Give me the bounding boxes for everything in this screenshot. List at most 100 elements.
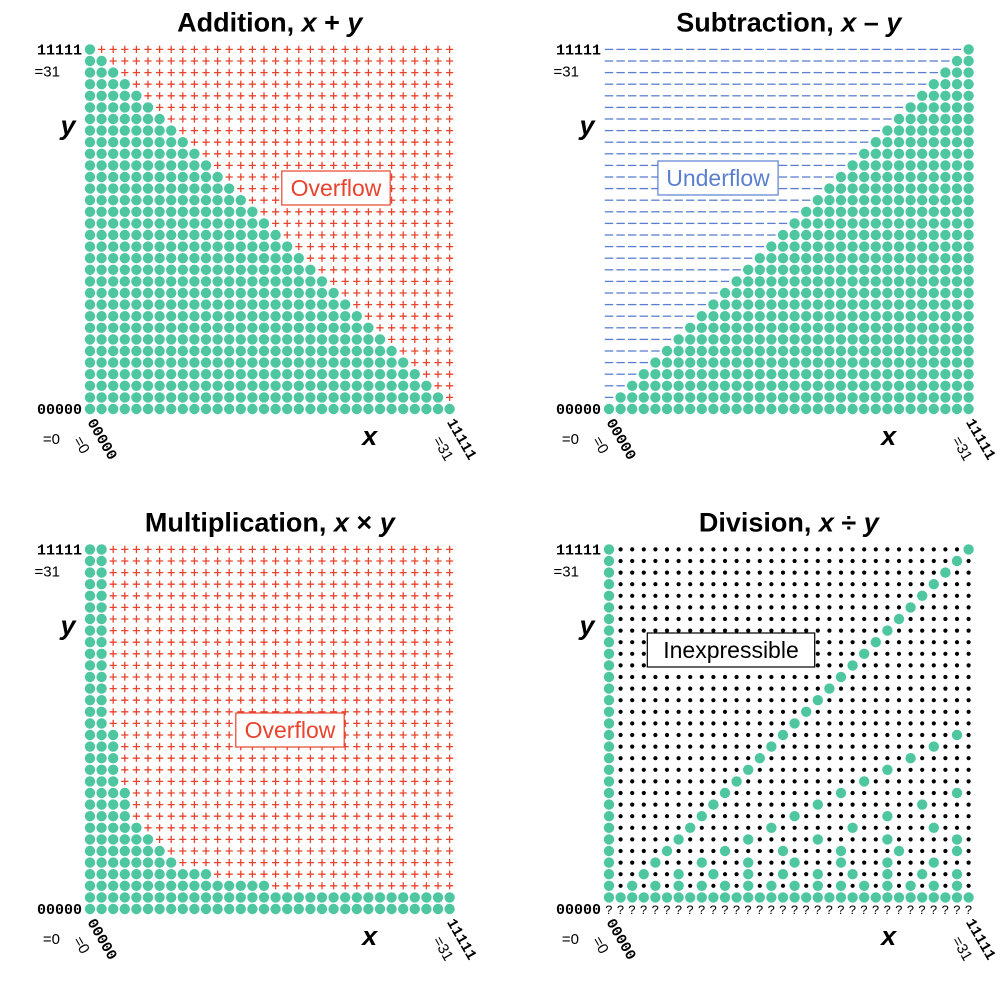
inexpressible-point (804, 767, 809, 772)
overflow-point (190, 789, 198, 797)
valid-point (131, 102, 142, 113)
valid-point (928, 90, 939, 102)
inexpressible-point (827, 558, 832, 564)
valid-point (305, 345, 316, 357)
valid-point (96, 799, 107, 810)
title-var-y: y (884, 7, 903, 37)
overflow-point (434, 196, 442, 204)
inexpressible-point (954, 628, 960, 633)
valid-point (928, 392, 939, 403)
valid-point (940, 380, 951, 391)
overflow-point (318, 673, 326, 681)
valid-point (200, 241, 212, 252)
overflow-point (202, 615, 210, 623)
valid-point (96, 311, 107, 322)
overflow-point (411, 301, 419, 309)
valid-point (409, 903, 420, 915)
inexpressible-point (873, 651, 878, 656)
overflow-point (399, 312, 407, 320)
valid-point (84, 171, 96, 183)
valid-point (212, 299, 223, 310)
inexpressible-point (943, 802, 948, 807)
overflow-point (399, 173, 407, 181)
valid-point (142, 276, 154, 287)
inexpressible-point (641, 605, 646, 610)
valid-point (177, 183, 188, 194)
valid-point (119, 90, 130, 102)
overflow-point (156, 103, 164, 111)
valid-point (270, 241, 281, 252)
overflow-point (341, 569, 349, 577)
overflow-point (434, 719, 442, 727)
overflow-point (388, 545, 396, 553)
overflow-point (364, 754, 372, 762)
overflow-point (306, 161, 314, 169)
valid-point (96, 787, 107, 799)
overflow-point (434, 545, 442, 553)
valid-point (84, 567, 96, 578)
inexpressible-point (966, 582, 971, 587)
valid-point (108, 137, 119, 148)
valid-point (963, 544, 974, 555)
inexpressible-point (966, 686, 971, 691)
overflow-point (446, 754, 454, 762)
valid-point (166, 229, 177, 241)
overflow-point (318, 592, 326, 600)
overflow-point (364, 69, 372, 77)
overflow-point (422, 592, 430, 600)
valid-point (812, 206, 823, 217)
overflow-point (422, 45, 430, 53)
inexpressible-point (780, 709, 786, 714)
y-tick-max-binary: 11111 (556, 542, 601, 559)
inexpressible-point (618, 767, 623, 772)
overflow-point (388, 335, 396, 343)
overflow-point (167, 592, 175, 600)
overflow-point (214, 592, 222, 600)
overflow-point (248, 615, 256, 623)
overflow-point (353, 870, 361, 878)
overflow-point (341, 627, 349, 635)
inexpressible-point (769, 605, 774, 610)
valid-point (270, 276, 281, 287)
valid-point (696, 811, 707, 822)
x-tick-min-decimal: =0 (70, 934, 93, 957)
valid-point (96, 369, 107, 380)
overflow-point (121, 603, 129, 611)
overflow-point (318, 847, 326, 855)
inexpressible-point (699, 837, 704, 842)
inexpressible-point (757, 848, 762, 854)
valid-point (777, 287, 789, 299)
inexpressible-point (618, 779, 623, 784)
valid-point (340, 357, 351, 368)
inexpressible-point (850, 593, 855, 598)
inexpressible-point (931, 674, 936, 680)
overflow-point (446, 161, 454, 169)
overflow-point (202, 685, 210, 693)
valid-point (212, 380, 223, 391)
valid-point (282, 392, 293, 403)
valid-point (905, 102, 916, 113)
valid-point (882, 625, 893, 636)
valid-point (882, 392, 893, 403)
overflow-point (214, 557, 222, 565)
valid-point (84, 683, 96, 694)
inexpressible-point (722, 709, 728, 714)
inexpressible-point (966, 814, 971, 819)
valid-point (905, 241, 916, 252)
valid-point (119, 160, 130, 171)
inexpressible-point (885, 779, 890, 784)
valid-point (247, 880, 258, 891)
valid-point (882, 380, 893, 391)
overflow-point (260, 115, 268, 123)
overflow-point (399, 254, 407, 262)
inexpressible-point (804, 558, 809, 564)
valid-point (131, 322, 142, 333)
overflow-point (260, 569, 268, 577)
overflow-point (330, 569, 338, 577)
inexpressible-point (734, 721, 739, 726)
inexpressible-point (676, 616, 681, 622)
valid-point (84, 753, 96, 764)
inexpressible-point (966, 698, 971, 703)
valid-point (870, 218, 881, 229)
overflow-point (202, 835, 210, 843)
